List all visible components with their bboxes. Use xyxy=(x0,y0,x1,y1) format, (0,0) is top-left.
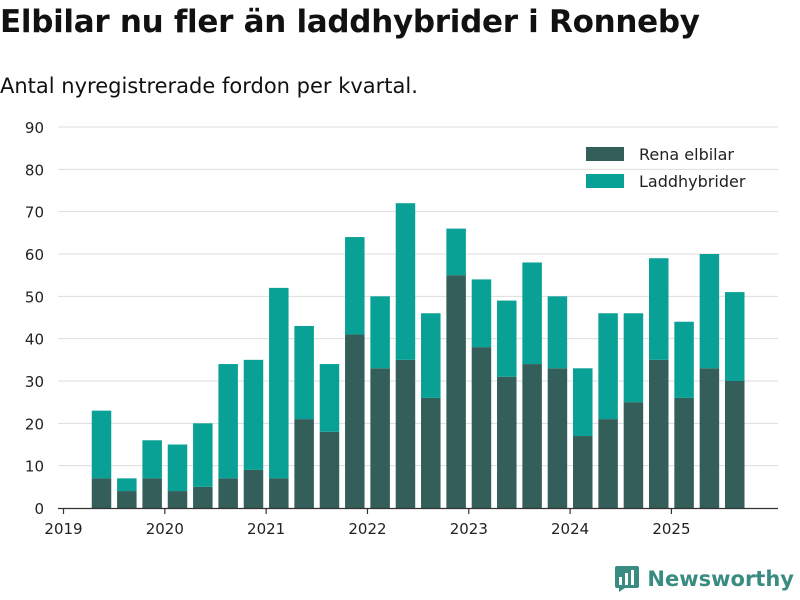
bar-laddhybrider xyxy=(649,258,669,360)
bar-laddhybrider xyxy=(446,228,466,276)
bars xyxy=(91,203,745,508)
y-axis-ticks: 0 10 20 30 40 50 60 70 80 90 xyxy=(25,119,44,518)
y-tick-label: 40 xyxy=(25,331,44,349)
brand-name: Newsworthy xyxy=(647,567,794,591)
bar-laddhybrider xyxy=(319,364,340,432)
legend-swatch-rena-elbilar xyxy=(586,147,624,161)
y-tick-label: 20 xyxy=(25,415,44,433)
newsworthy-chart-icon xyxy=(615,566,640,592)
bar-rena-elbilar xyxy=(522,364,542,508)
bar-laddhybrider xyxy=(269,287,289,479)
x-tick-label: 2020 xyxy=(146,520,184,538)
x-tick-label: 2022 xyxy=(348,520,386,538)
bar-rena-elbilar xyxy=(446,275,466,508)
bar-rena-elbilar xyxy=(269,478,289,508)
y-tick-label: 60 xyxy=(25,246,44,264)
bar-rena-elbilar xyxy=(91,478,112,508)
x-tick-label: 2024 xyxy=(551,520,589,538)
bar-laddhybrider xyxy=(699,254,720,369)
bar-rena-elbilar xyxy=(117,491,137,508)
y-tick-label: 90 xyxy=(25,119,44,137)
bar-laddhybrider xyxy=(91,410,112,479)
bar-rena-elbilar xyxy=(421,397,441,508)
x-axis-ticks: 2019 2020 2021 2022 2023 2024 2025 xyxy=(44,508,691,538)
newsworthy-logo: Newsworthy xyxy=(615,566,794,592)
x-tick-label: 2021 xyxy=(247,520,285,538)
bar-rena-elbilar xyxy=(573,436,593,508)
bar-laddhybrider xyxy=(547,296,568,369)
bar-rena-elbilar xyxy=(395,359,416,508)
bar-rena-elbilar xyxy=(725,381,745,508)
bar-laddhybrider xyxy=(117,478,137,492)
y-tick-label: 80 xyxy=(25,161,44,179)
bar-laddhybrider xyxy=(725,292,745,381)
legend-swatch-laddhybrider xyxy=(586,174,624,188)
bar-laddhybrider xyxy=(471,279,492,348)
bar-laddhybrider xyxy=(623,313,644,403)
y-tick-label: 70 xyxy=(25,204,44,222)
bar-laddhybrider xyxy=(243,359,264,470)
bar-laddhybrider xyxy=(497,300,517,377)
y-tick-label: 30 xyxy=(25,373,44,391)
legend-label-rena-elbilar: Rena elbilar xyxy=(639,145,734,164)
legend: Rena elbilar Laddhybrider xyxy=(586,145,746,191)
bar-laddhybrider xyxy=(345,237,365,335)
bar-rena-elbilar xyxy=(193,486,213,508)
bar-rena-elbilar xyxy=(345,334,365,508)
bar-rena-elbilar xyxy=(294,419,314,508)
y-tick-label: 50 xyxy=(25,288,44,306)
x-tick-label: 2023 xyxy=(450,520,488,538)
bar-rena-elbilar xyxy=(218,478,238,508)
bar-laddhybrider xyxy=(598,313,618,420)
bar-rena-elbilar xyxy=(471,347,492,508)
bar-laddhybrider xyxy=(674,321,694,398)
bar-rena-elbilar xyxy=(243,469,264,508)
bar-laddhybrider xyxy=(522,262,542,365)
bar-rena-elbilar xyxy=(142,478,162,508)
y-tick-label: 10 xyxy=(25,458,44,476)
y-tick-label: 0 xyxy=(34,500,44,518)
bar-laddhybrider xyxy=(573,368,593,437)
chart-subtitle: Antal nyregistrerade fordon per kvartal. xyxy=(0,74,418,98)
bar-rena-elbilar xyxy=(623,402,644,508)
bar-laddhybrider xyxy=(395,203,416,360)
bar-rena-elbilar xyxy=(598,419,618,508)
chart-title: Elbilar nu fler än laddhybrider i Ronneb… xyxy=(0,4,700,40)
bar-rena-elbilar xyxy=(370,368,390,508)
bar-rena-elbilar xyxy=(649,359,669,508)
bar-rena-elbilar xyxy=(497,376,517,508)
bar-rena-elbilar xyxy=(319,431,340,508)
bar-rena-elbilar xyxy=(547,368,568,508)
x-tick-label: 2019 xyxy=(44,520,82,538)
bar-laddhybrider xyxy=(421,313,441,398)
bar-laddhybrider xyxy=(294,325,314,420)
legend-label-laddhybrider: Laddhybrider xyxy=(639,172,746,191)
bar-laddhybrider xyxy=(370,296,390,369)
bar-laddhybrider xyxy=(193,423,213,487)
bar-rena-elbilar xyxy=(167,491,188,508)
x-tick-label: 2025 xyxy=(652,520,690,538)
bar-rena-elbilar xyxy=(674,397,694,508)
bar-laddhybrider xyxy=(218,364,238,479)
bar-rena-elbilar xyxy=(699,368,720,508)
bar-laddhybrider xyxy=(167,444,188,492)
bar-laddhybrider xyxy=(142,440,162,479)
